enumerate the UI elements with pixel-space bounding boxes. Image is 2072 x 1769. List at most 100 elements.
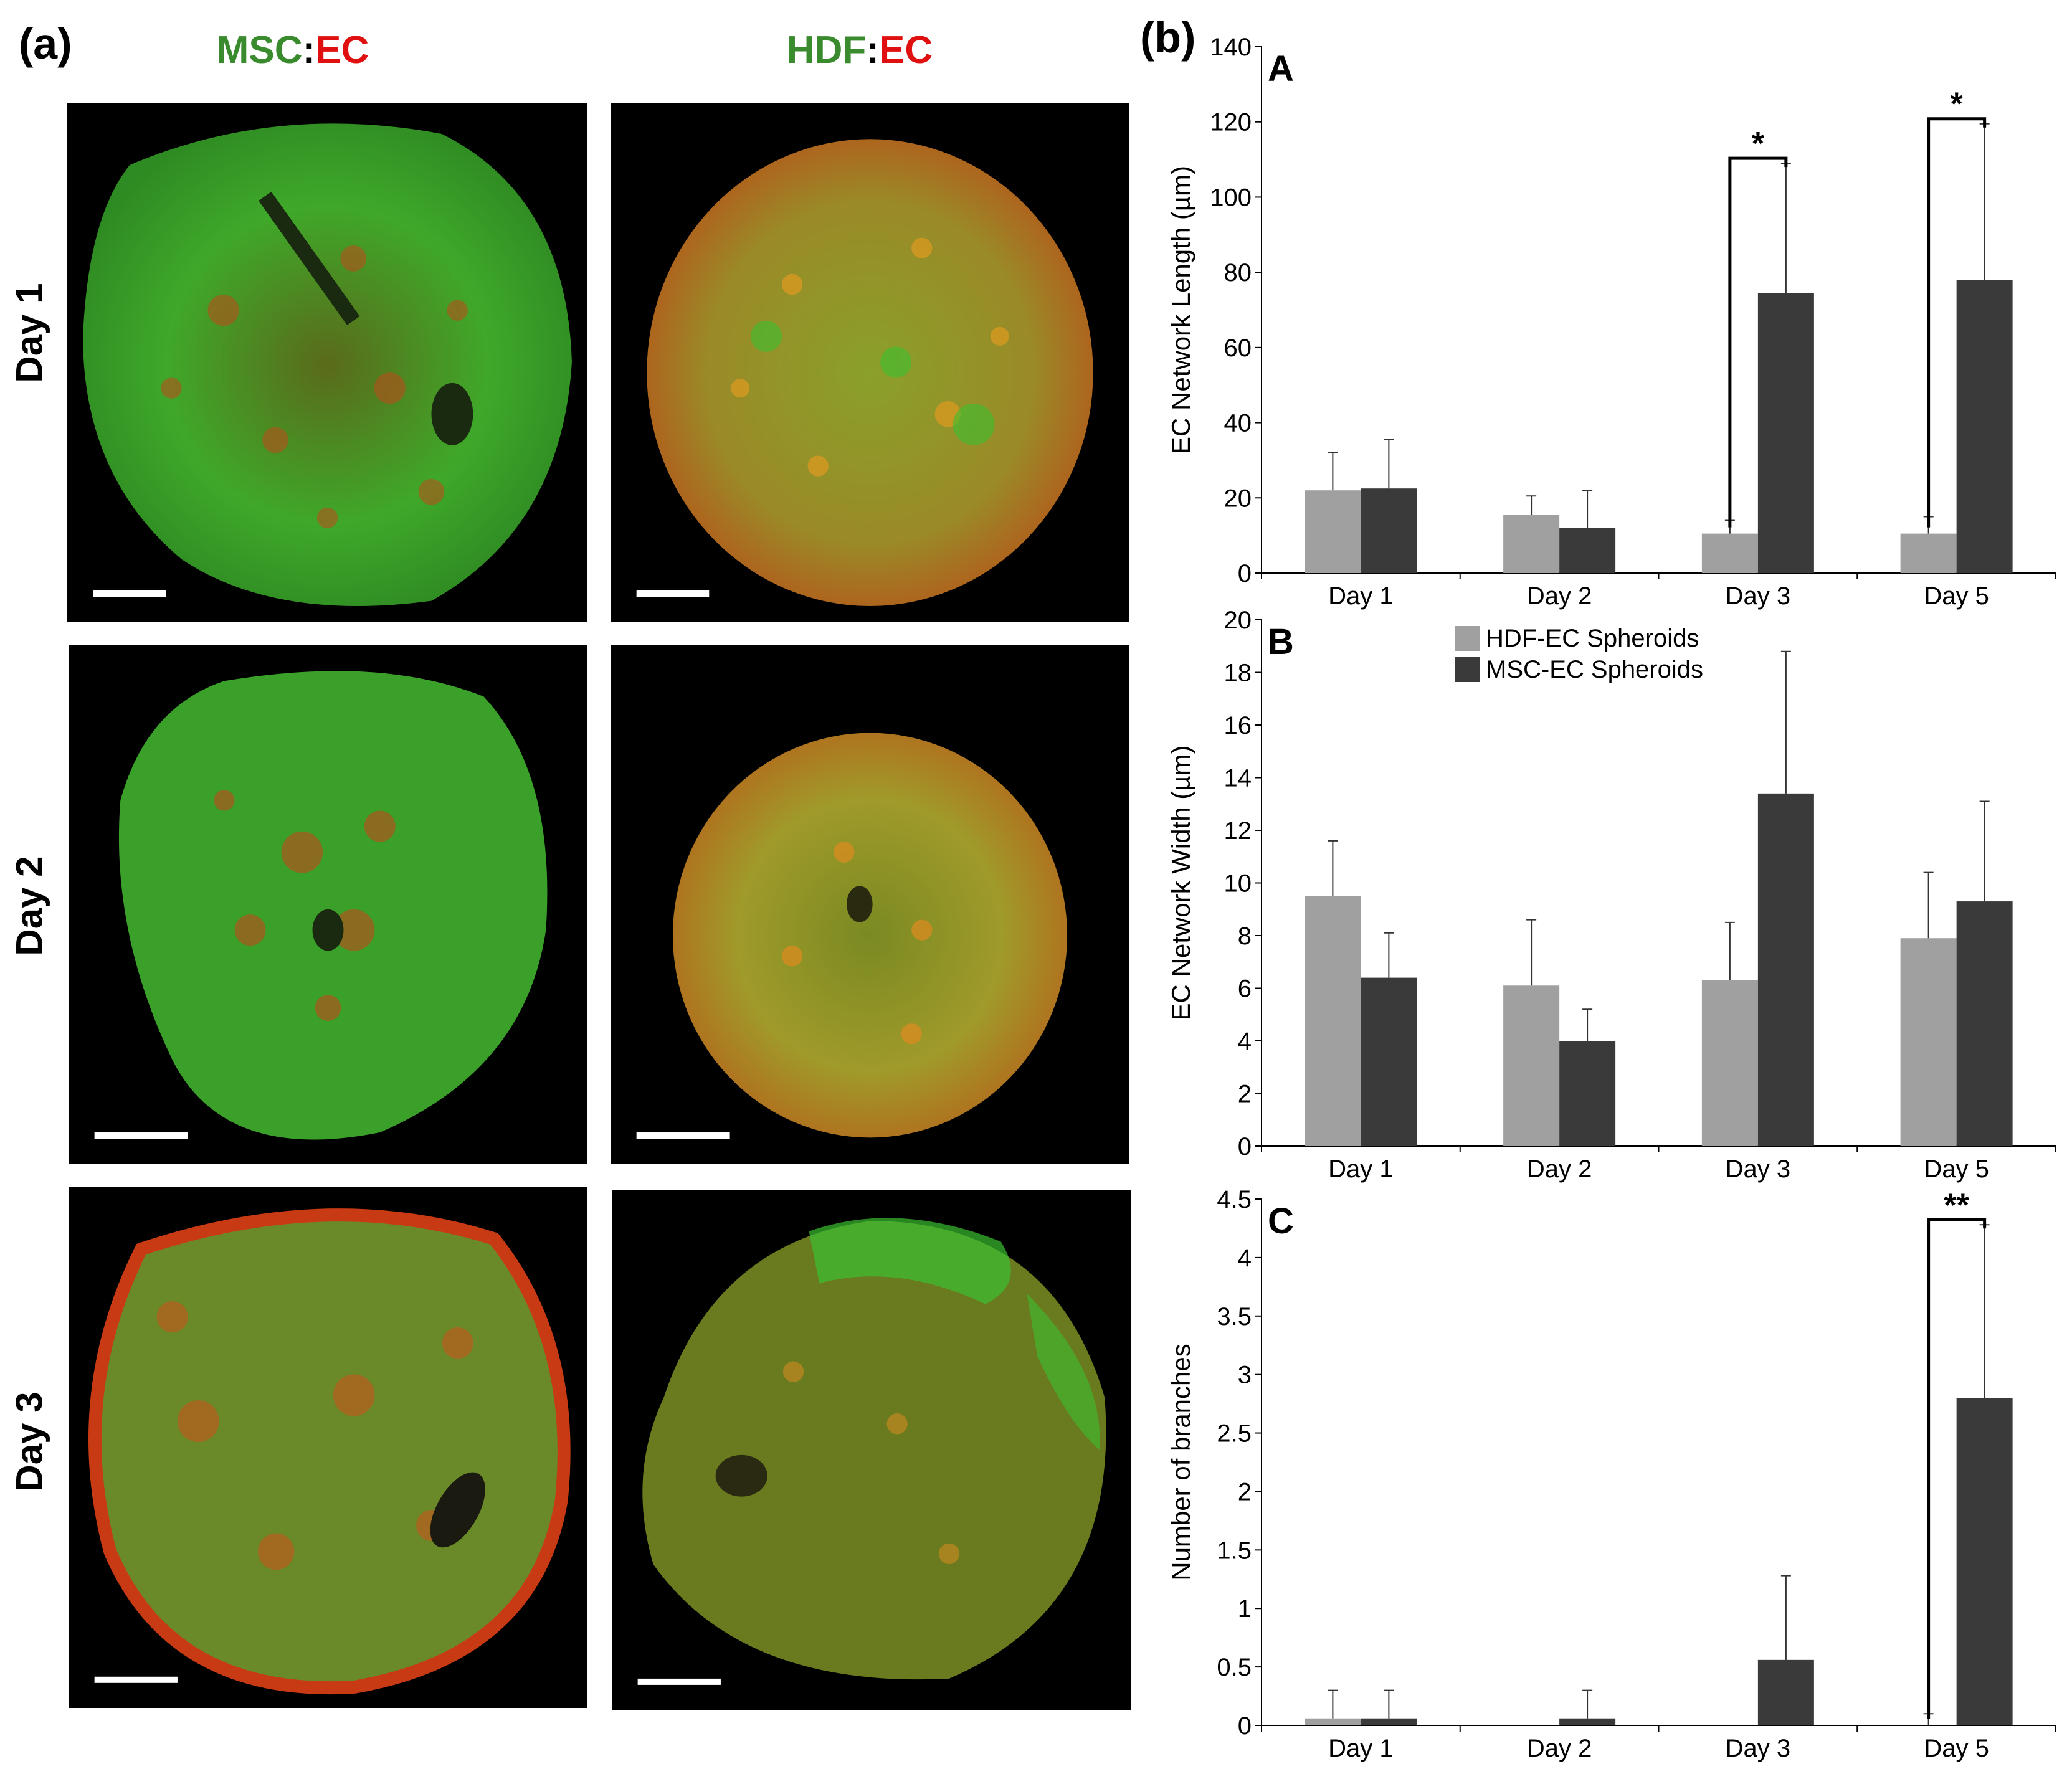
chart-c: 0 0.5 1 1.5 2 2.5 3 3.5 4 4.5 C Number of branches D… bbox=[1166, 1186, 2056, 1762]
bar-msc-ec bbox=[1956, 280, 2013, 573]
y-tick-label: 0 bbox=[1238, 1712, 1252, 1740]
legend-swatch bbox=[1455, 626, 1480, 651]
panel-a-label: (a) bbox=[19, 19, 72, 68]
bar-msc-ec bbox=[1361, 488, 1417, 573]
x-tick-label: Day 3 bbox=[1726, 1735, 1791, 1762]
x-tick-label: Day 5 bbox=[1924, 582, 1989, 610]
y-tick-label: 1 bbox=[1238, 1595, 1252, 1623]
chart-b: 0 2 4 6 8 10 12 14 16 18 20 B EC Network Width (µm) D… bbox=[1166, 607, 2056, 1183]
micrograph-msc-ec-day-3 bbox=[69, 1187, 587, 1708]
bar-hdf-ec bbox=[1503, 515, 1560, 573]
x-tick-label: Day 3 bbox=[1726, 1155, 1791, 1183]
chart-panel-letter: A bbox=[1268, 49, 1294, 89]
y-tick-label: 2 bbox=[1238, 1081, 1252, 1108]
chart-panel-letter: C bbox=[1268, 1201, 1294, 1241]
bar-msc-ec bbox=[1559, 1041, 1616, 1146]
x-tick-label: Day 1 bbox=[1328, 1735, 1394, 1762]
y-axis-label: EC Network Width (µm) bbox=[1166, 746, 1195, 1021]
y-axis-label: EC Network Length (µm) bbox=[1166, 166, 1195, 454]
chart-a: 0 20 40 60 80 100 120 140 A EC Network Length (µm… bbox=[1166, 34, 2056, 610]
x-tick-label: Day 1 bbox=[1328, 582, 1394, 610]
y-tick-label: 20 bbox=[1224, 607, 1252, 634]
x-tick-label: Day 2 bbox=[1527, 1155, 1592, 1183]
y-tick-label: 40 bbox=[1224, 410, 1252, 437]
y-tick-label: 60 bbox=[1224, 334, 1252, 362]
column-header-separator: : bbox=[302, 29, 316, 72]
significance-bracket bbox=[1728, 156, 1788, 528]
column-header-msc-ec: MSC:EC bbox=[106, 28, 480, 72]
y-tick-label: 80 bbox=[1224, 259, 1252, 287]
x-tick-label: Day 3 bbox=[1726, 582, 1791, 610]
x-tick-label: Day 2 bbox=[1527, 582, 1592, 610]
bar-msc-ec bbox=[1361, 1718, 1417, 1725]
bar-hdf-ec bbox=[1701, 533, 1758, 573]
legend-label: HDF-EC Spheroids bbox=[1486, 625, 1699, 652]
bar-hdf-ec bbox=[1701, 980, 1758, 1146]
significance-label: ** bbox=[1944, 1187, 1969, 1223]
chart-panel-letter: B bbox=[1268, 622, 1294, 662]
y-tick-label: 1.5 bbox=[1217, 1537, 1252, 1564]
x-tick-label: Day 5 bbox=[1924, 1155, 1989, 1183]
y-tick-label: 140 bbox=[1210, 34, 1252, 61]
legend-swatch bbox=[1455, 657, 1480, 682]
significance-label: * bbox=[1951, 87, 1964, 123]
y-tick-label: 12 bbox=[1224, 817, 1252, 845]
bar-msc-ec bbox=[1757, 793, 1814, 1146]
y-tick-label: 4.5 bbox=[1217, 1186, 1252, 1213]
y-tick-label: 16 bbox=[1224, 712, 1252, 739]
y-tick-label: 3.5 bbox=[1217, 1303, 1252, 1330]
panel-b-label: (b) bbox=[1140, 13, 1196, 62]
bar-msc-ec bbox=[1757, 1659, 1814, 1725]
x-tick-label: Day 2 bbox=[1527, 1735, 1592, 1762]
y-tick-label: 2 bbox=[1238, 1478, 1252, 1506]
y-tick-label: 20 bbox=[1224, 485, 1252, 512]
y-tick-label: 120 bbox=[1210, 109, 1252, 136]
bar-hdf-ec bbox=[1305, 1718, 1361, 1725]
y-tick-label: 100 bbox=[1210, 184, 1252, 211]
y-tick-label: 4 bbox=[1238, 1245, 1252, 1272]
y-tick-label: 2.5 bbox=[1217, 1420, 1252, 1448]
bar-msc-ec bbox=[1757, 293, 1814, 573]
bar-hdf-ec bbox=[1503, 985, 1560, 1146]
bar-hdf-ec bbox=[1305, 896, 1361, 1146]
y-tick-label: 10 bbox=[1224, 870, 1252, 898]
y-tick-label: 0.5 bbox=[1217, 1654, 1252, 1681]
significance-bracket bbox=[1927, 1218, 1987, 1719]
column-header-separator: : bbox=[866, 29, 879, 72]
y-axis-label: Number of branches bbox=[1166, 1344, 1195, 1581]
row-label-day-2: Day 2 bbox=[8, 856, 50, 956]
micrograph-hdf-ec-day-3 bbox=[612, 1190, 1131, 1710]
y-tick-label: 4 bbox=[1238, 1028, 1252, 1055]
y-tick-label: 6 bbox=[1238, 975, 1252, 1003]
y-tick-label: 0 bbox=[1238, 1133, 1252, 1160]
y-tick-label: 8 bbox=[1238, 922, 1252, 950]
bar-hdf-ec bbox=[1900, 938, 1957, 1146]
column-header-part1: MSC bbox=[216, 29, 303, 72]
bar-hdf-ec bbox=[1900, 533, 1957, 573]
row-label-day-1: Day 1 bbox=[8, 283, 50, 383]
bar-msc-ec bbox=[1361, 977, 1417, 1146]
significance-bracket bbox=[1927, 117, 1987, 528]
row-label-day-3: Day 3 bbox=[8, 1392, 50, 1492]
x-tick-label: Day 1 bbox=[1328, 1155, 1394, 1183]
x-tick-label: Day 5 bbox=[1924, 1735, 1989, 1762]
y-tick-label: 3 bbox=[1238, 1362, 1252, 1389]
column-header-part1: HDF bbox=[786, 29, 867, 72]
bar-hdf-ec bbox=[1305, 490, 1361, 573]
micrograph-hdf-ec-day-1 bbox=[611, 103, 1129, 622]
bar-msc-ec bbox=[1559, 528, 1616, 573]
bar-msc-ec bbox=[1956, 901, 2013, 1146]
bar-msc-ec bbox=[1559, 1718, 1616, 1725]
micrograph-hdf-ec-day-2 bbox=[611, 645, 1129, 1164]
micrograph-msc-ec-day-1 bbox=[67, 103, 587, 622]
y-tick-label: 18 bbox=[1224, 660, 1252, 687]
y-tick-label: 14 bbox=[1224, 765, 1252, 792]
micrograph-msc-ec-day-2 bbox=[69, 645, 587, 1164]
column-header-hdf-ec: HDF:EC bbox=[673, 28, 1047, 72]
y-tick-label: 0 bbox=[1238, 560, 1252, 587]
legend-label: MSC-EC Spheroids bbox=[1486, 656, 1703, 683]
column-header-part2: EC bbox=[878, 29, 933, 72]
bar-msc-ec bbox=[1956, 1398, 2013, 1725]
significance-label: * bbox=[1752, 126, 1765, 162]
